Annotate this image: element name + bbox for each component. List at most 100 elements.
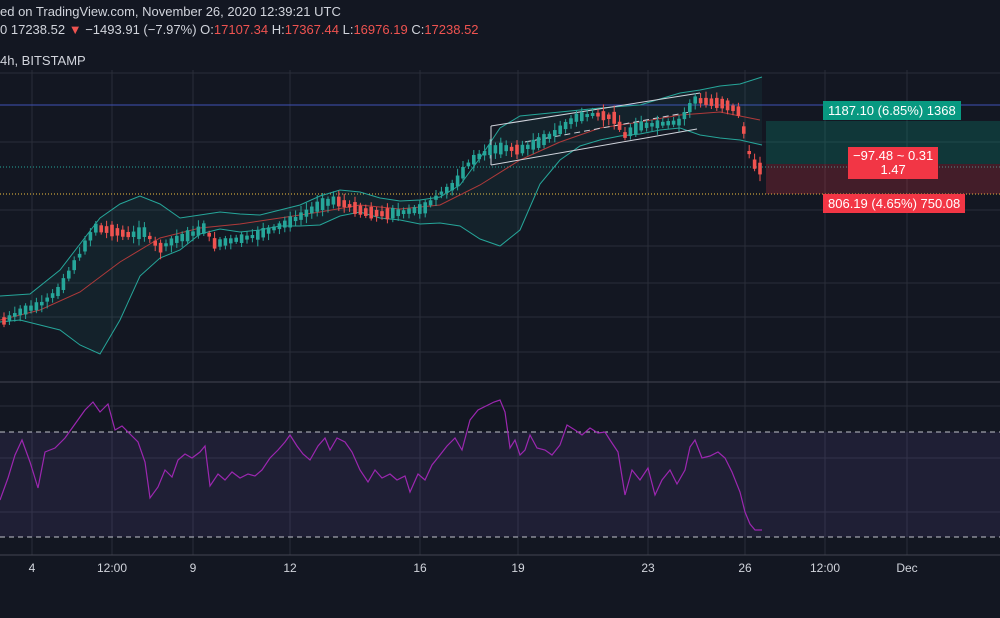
time-label: 12:00 [809,561,841,575]
candle-body [558,125,562,135]
candle-body [655,120,660,129]
candle-body [34,302,39,311]
candle-body [698,98,703,104]
candle-body [77,253,82,258]
candle-body [574,113,579,122]
candle-body [61,278,66,290]
candle-body [212,238,217,249]
candle-body [553,130,557,137]
candle-body [2,317,6,325]
position-summary-line2: 1.47 [880,162,906,177]
high-label: H: [271,22,285,37]
candle-body [158,242,163,253]
candle-body [693,96,697,104]
rsi-band-background [0,432,1000,537]
bollinger-upper-band [0,76,763,297]
candle-body [520,144,525,154]
candle-body [391,207,395,219]
target-label[interactable]: 1187.10 (6.85%) 1368 [823,101,961,120]
candle-body [353,202,357,214]
candle-body [364,208,368,216]
candle-body [585,114,589,118]
candle-body [358,205,363,215]
candle-body [482,151,487,156]
candle-body [742,126,746,134]
candle-body [245,235,249,240]
candle-body [563,121,568,130]
time-label: 9 [189,561,197,575]
candle-body [488,144,492,156]
candle-body [747,150,751,155]
candle-body [234,237,238,242]
candle-body [137,227,141,240]
position-summary-line1: −97.48 ~ 0.31 [853,148,934,163]
candle-body [315,201,319,212]
time-label: 26 [738,561,752,575]
candle-body [682,111,687,120]
candle-body [634,122,638,135]
candle-body [56,286,60,297]
candle-body [385,208,390,220]
candle-body [466,162,471,167]
candle-body [342,200,346,208]
candle-body [418,204,422,214]
candle-body [115,228,120,236]
candle-body [736,106,741,116]
change-down-icon: ▼ [68,22,82,37]
candle-body [94,223,98,233]
time-axis[interactable]: 4 12:00 9 12 16 19 23 26 12:00 Dec [0,558,1000,580]
candle-body [569,118,573,125]
candle-body [126,231,130,238]
candle-body [229,238,233,244]
ohlc-legend: 0 17238.52 ▼ −1493.91 (−7.97%) O:17107.3… [0,22,479,37]
candle-body [542,134,546,146]
candle-body [266,227,271,234]
position-summary-label[interactable]: −97.48 ~ 0.31 1.47 [848,147,939,179]
candle-body [531,139,535,150]
low-value: 16976.19 [353,22,408,37]
candle-body [121,229,125,237]
candle-body [671,120,676,125]
candle-body [536,137,541,148]
candle-body [272,226,276,231]
candle-body [23,305,28,315]
rsi-line[interactable] [0,399,762,531]
open-value: 17107.34 [213,22,269,37]
candle-body [380,211,384,217]
candle-body [628,127,633,137]
candlestick-series[interactable] [2,91,762,328]
price-change: −1493.91 (−7.97%) [85,22,197,37]
candle-body [142,227,147,237]
candle-body [499,142,503,155]
candle-body [731,105,735,112]
candle-body [45,297,49,302]
time-label: 23 [641,561,655,575]
candle-body [104,226,109,233]
candle-body [596,112,600,117]
candle-body [607,114,611,120]
candle-body [504,145,508,152]
candle-body [439,191,444,195]
candle-body [369,206,373,219]
candle-body [29,305,33,311]
candle-body [250,234,255,239]
candle-body [688,103,692,113]
stop-label[interactable]: 806.19 (4.65%) 750.08 [823,194,966,213]
candle-body [623,132,627,138]
candle-body [169,238,174,246]
candle-body [407,208,411,214]
candle-body [99,225,103,233]
close-value: 17238.52 [424,22,479,37]
bollinger-lower-band [0,127,763,355]
candle-body [758,162,762,175]
candle-body [412,207,417,214]
candle-body [401,210,406,215]
candle-body [493,145,498,154]
candle-body [677,118,681,126]
candle-body [396,209,400,217]
candle-body [320,198,325,211]
candle-body [704,97,708,106]
candle-body [461,166,465,179]
open-label: O: [200,22,214,37]
